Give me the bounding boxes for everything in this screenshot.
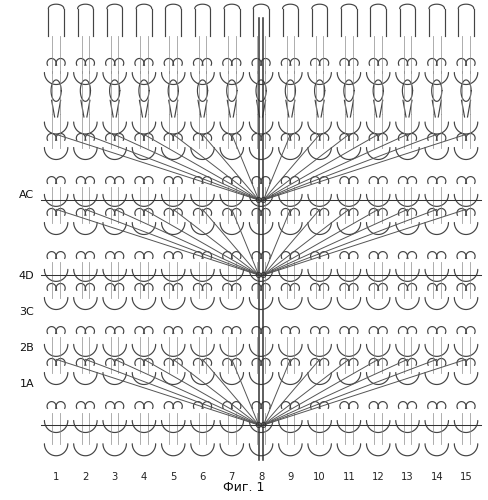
Text: 2: 2 [82, 472, 89, 482]
Text: 15: 15 [460, 472, 472, 482]
Text: 1: 1 [53, 472, 60, 482]
Text: 9: 9 [287, 472, 294, 482]
Text: 5: 5 [170, 472, 177, 482]
Text: 12: 12 [372, 472, 385, 482]
Text: Фиг. 1: Фиг. 1 [224, 481, 264, 494]
Text: 8: 8 [258, 472, 264, 482]
Text: 6: 6 [199, 472, 206, 482]
Text: 2B: 2B [20, 343, 34, 353]
Text: 13: 13 [401, 472, 414, 482]
Text: 3: 3 [112, 472, 118, 482]
Text: 11: 11 [343, 472, 355, 482]
Text: 4: 4 [141, 472, 147, 482]
Text: 14: 14 [430, 472, 443, 482]
Text: 1A: 1A [20, 379, 34, 389]
Text: 3C: 3C [20, 306, 34, 317]
Text: 7: 7 [228, 472, 235, 482]
Text: 4D: 4D [19, 271, 34, 281]
Text: 10: 10 [313, 472, 326, 482]
Text: AC: AC [19, 190, 34, 200]
